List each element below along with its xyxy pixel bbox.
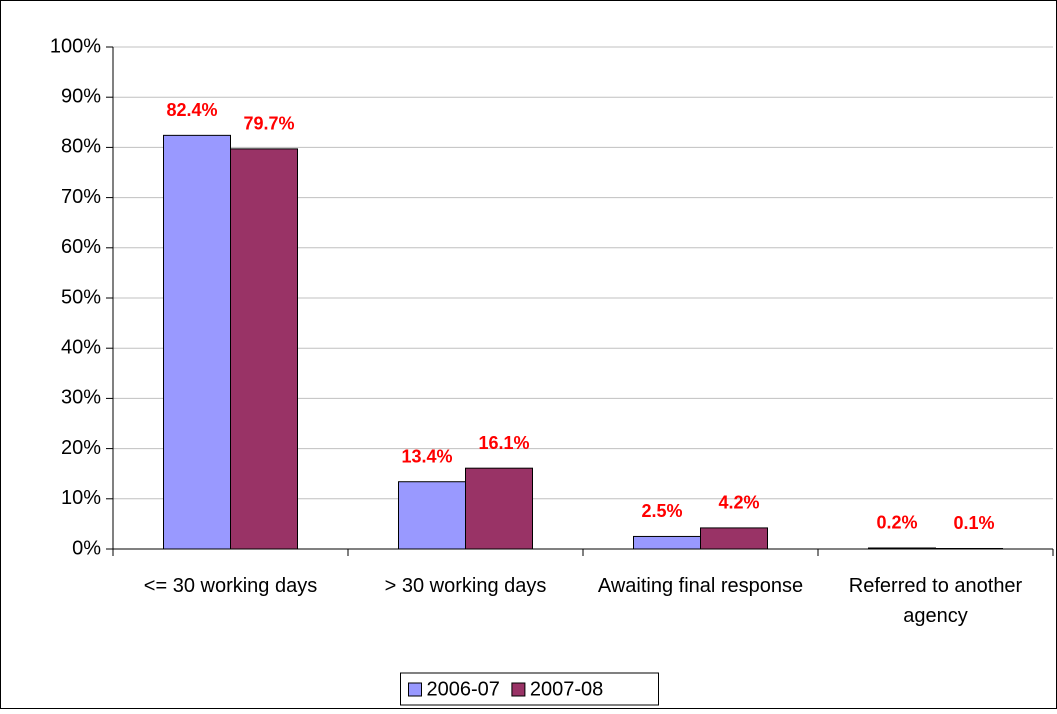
x-tick-label-box: > 30 working days xyxy=(384,575,547,597)
bar xyxy=(935,547,1003,550)
legend-swatch xyxy=(511,682,526,697)
y-tick-label: 60% xyxy=(61,236,101,258)
x-tick-label: Referred to another agency xyxy=(848,575,1023,627)
y-tick-label: 100% xyxy=(50,35,101,57)
y-tick-label: 20% xyxy=(61,437,101,459)
bar xyxy=(633,535,701,550)
x-tick-label-box: Referred to another agency xyxy=(848,575,1023,627)
bar xyxy=(163,134,231,550)
bar xyxy=(868,547,936,550)
x-tick-label: <= 30 working days xyxy=(143,575,318,597)
legend-box xyxy=(400,672,659,706)
bar xyxy=(398,481,466,550)
value-label: 13.4% xyxy=(401,446,452,466)
y-tick-label: 40% xyxy=(61,336,101,358)
value-label: 79.7% xyxy=(243,114,294,134)
value-label: 0.2% xyxy=(876,513,917,533)
x-tick-label: Awaiting final response xyxy=(597,575,804,597)
x-tick-label-box: Awaiting final response xyxy=(597,575,804,597)
y-tick-label: 80% xyxy=(61,136,101,158)
value-label: 2.5% xyxy=(641,501,682,521)
value-label: 16.1% xyxy=(478,433,529,453)
legend-swatch xyxy=(408,682,422,697)
value-label: 82.4% xyxy=(166,100,217,120)
y-tick-label: 70% xyxy=(61,186,101,208)
legend-label: 2007-08 xyxy=(530,678,603,700)
value-label: 0.1% xyxy=(953,513,994,533)
x-tick-label: > 30 working days xyxy=(384,575,547,597)
bar xyxy=(465,467,533,550)
legend-label: 2006-07 xyxy=(427,678,500,700)
y-tick-label: 90% xyxy=(61,85,101,107)
bar xyxy=(700,527,768,550)
y-tick-label: 30% xyxy=(61,387,101,409)
bar xyxy=(230,148,298,550)
value-label: 4.2% xyxy=(718,493,759,513)
x-tick-label-box: <= 30 working days xyxy=(143,575,318,597)
y-tick-label: 0% xyxy=(72,537,101,559)
y-tick-label: 50% xyxy=(61,286,101,308)
y-tick-label: 10% xyxy=(61,487,101,509)
